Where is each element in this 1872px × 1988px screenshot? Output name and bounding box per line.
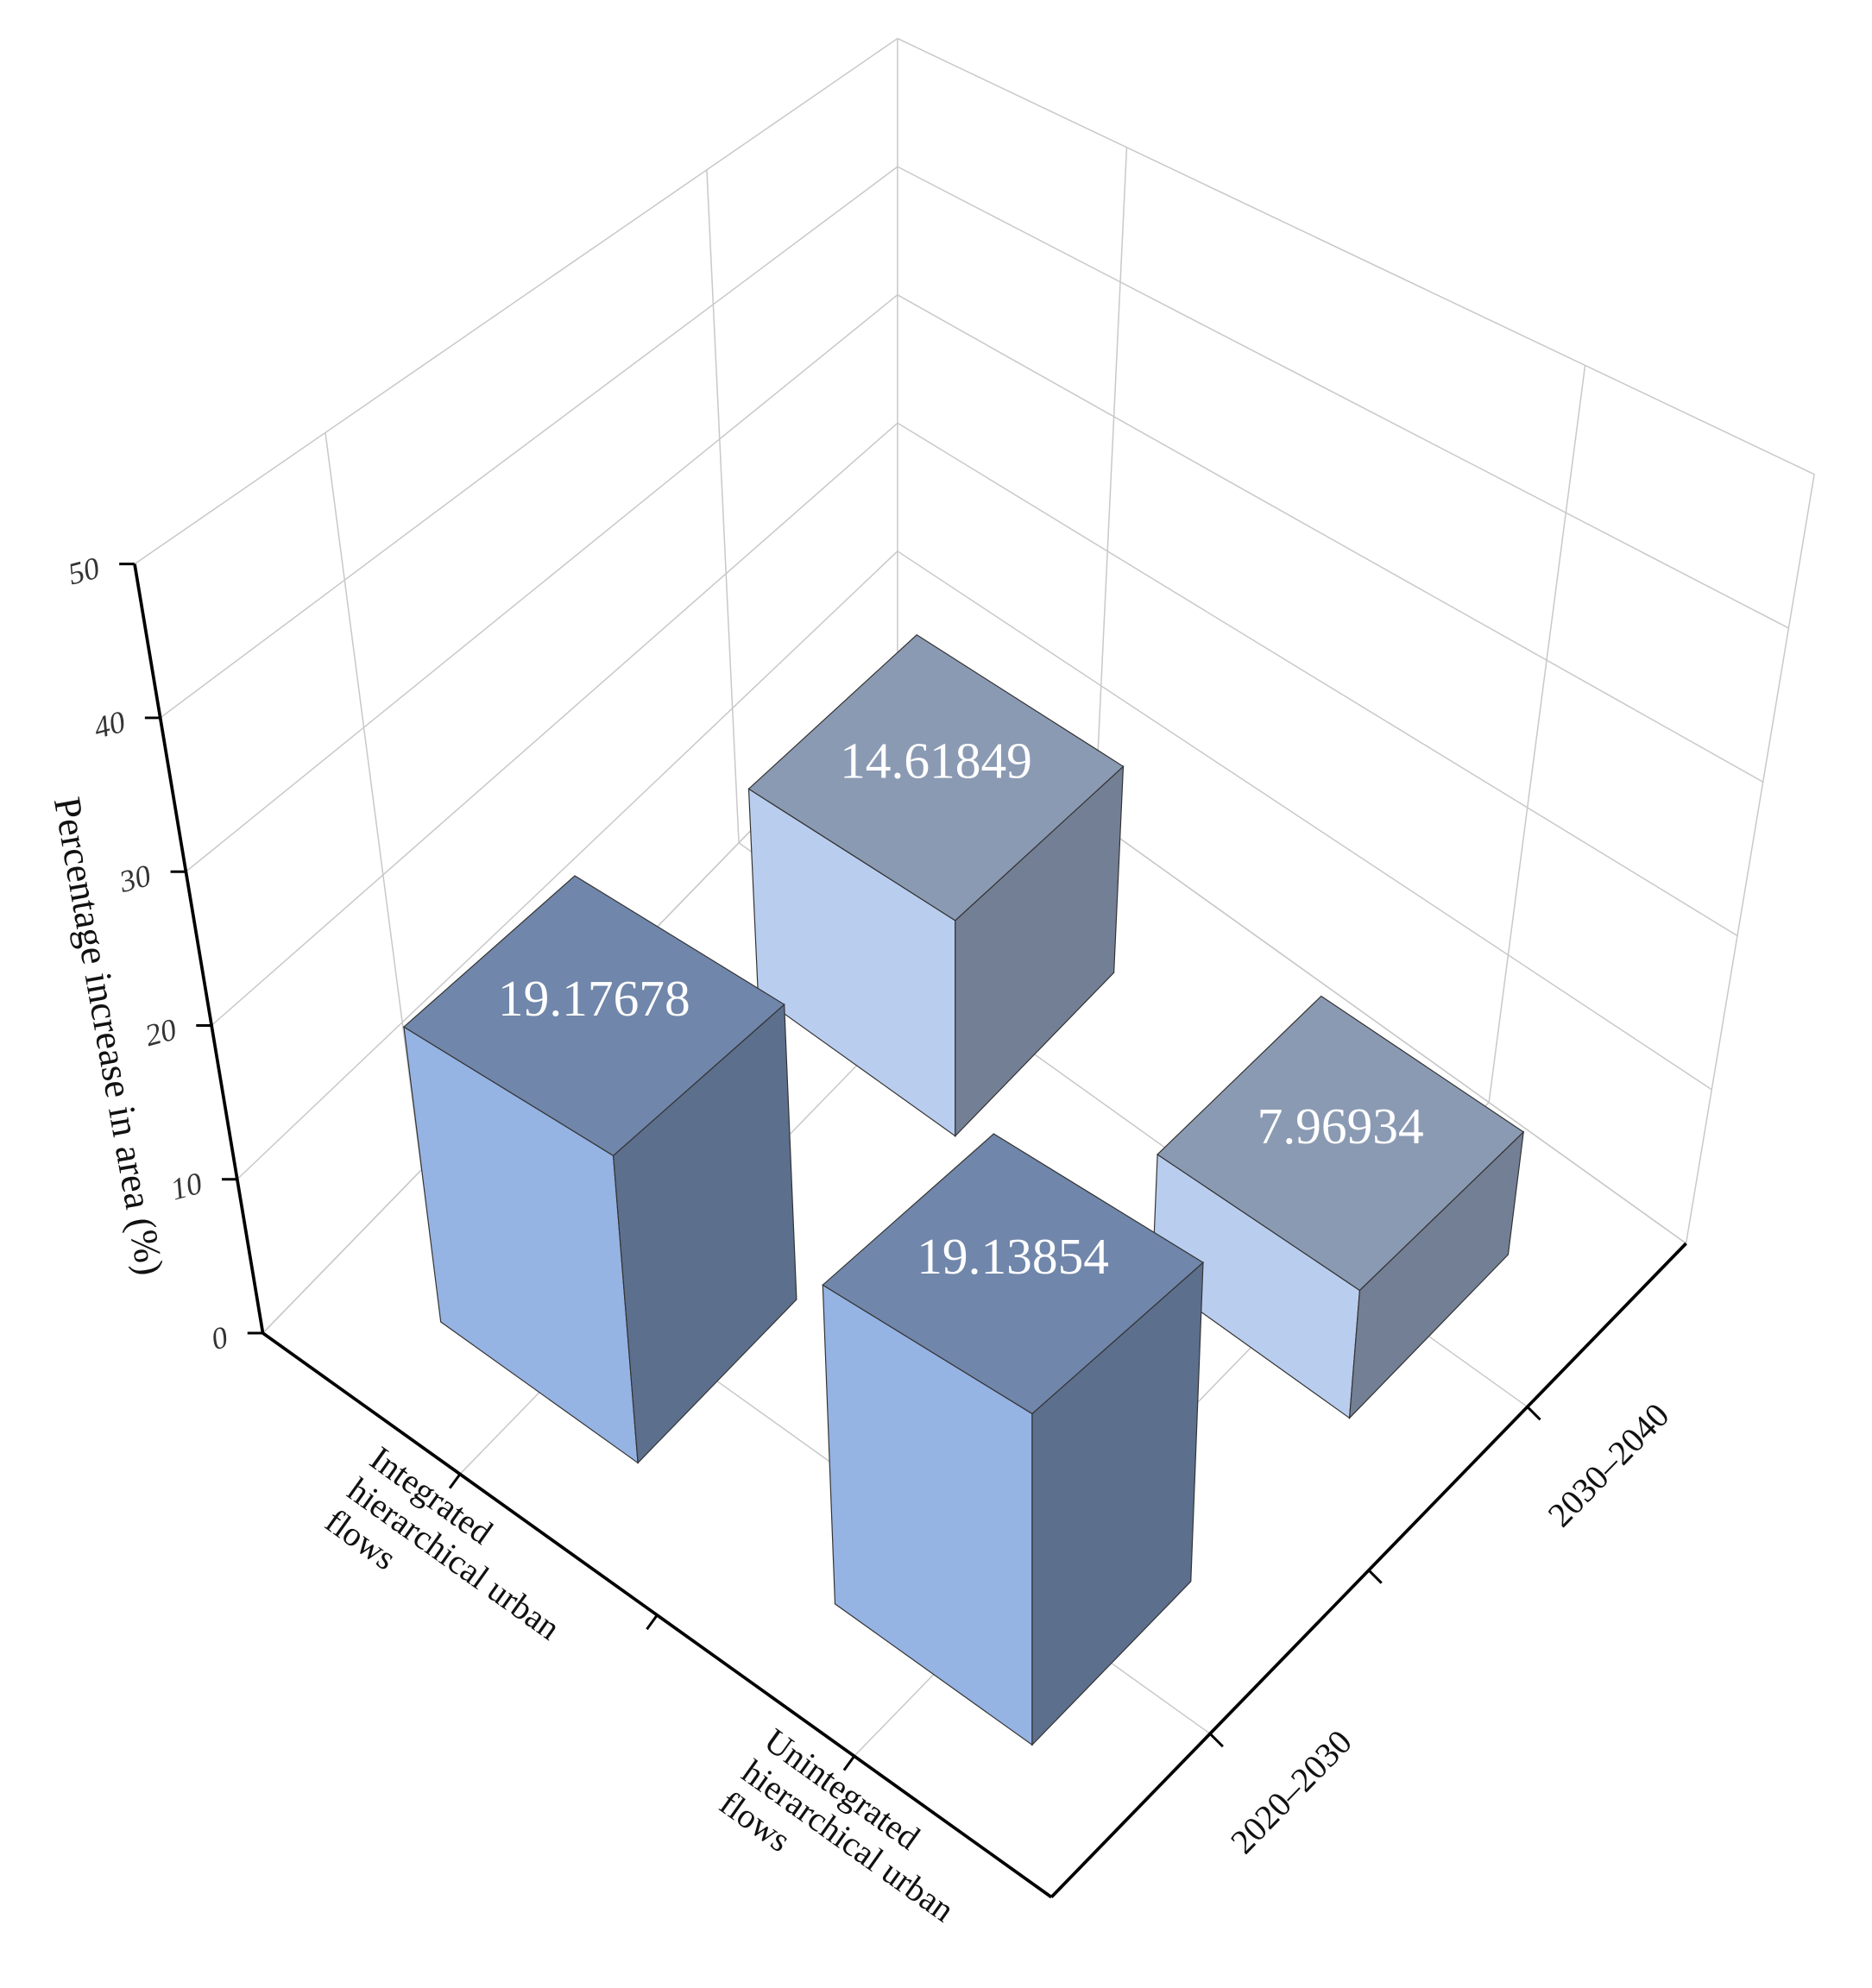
value-label: 19.17678	[498, 970, 690, 1027]
grid-line	[160, 166, 898, 719]
z-axis	[133, 563, 265, 1334]
wall-edge	[1685, 474, 1815, 1244]
grid-line	[211, 422, 898, 1027]
grid-line	[897, 550, 1712, 1091]
grid-line	[897, 166, 1789, 629]
category-tick	[448, 1473, 462, 1489]
series-tick	[1367, 1569, 1383, 1584]
wall-grid-line	[325, 432, 423, 1170]
category-tick	[646, 1614, 659, 1631]
grid-line	[134, 37, 898, 565]
bar-face-top	[822, 1133, 1204, 1415]
bar-face-top	[402, 875, 785, 1157]
bar-face-top	[1157, 995, 1525, 1292]
grid-line	[897, 37, 1815, 475]
wall-grid-line	[1094, 147, 1128, 821]
series-tick	[1208, 1733, 1224, 1748]
grid-line	[897, 422, 1738, 937]
grid-line	[236, 550, 898, 1180]
grid-line	[185, 294, 898, 872]
category-axis	[262, 1331, 1053, 1899]
value-label: 7.96934	[1257, 1098, 1424, 1154]
wall-grid-line	[1488, 365, 1586, 1103]
series-tick	[1526, 1406, 1541, 1421]
wall-grid-line	[706, 169, 740, 843]
category-tick	[842, 1755, 855, 1771]
grid-line	[897, 294, 1764, 783]
value-label: 19.13854	[917, 1228, 1109, 1285]
value-label: 14.61849	[840, 732, 1032, 789]
bar-face-top	[747, 634, 1125, 922]
